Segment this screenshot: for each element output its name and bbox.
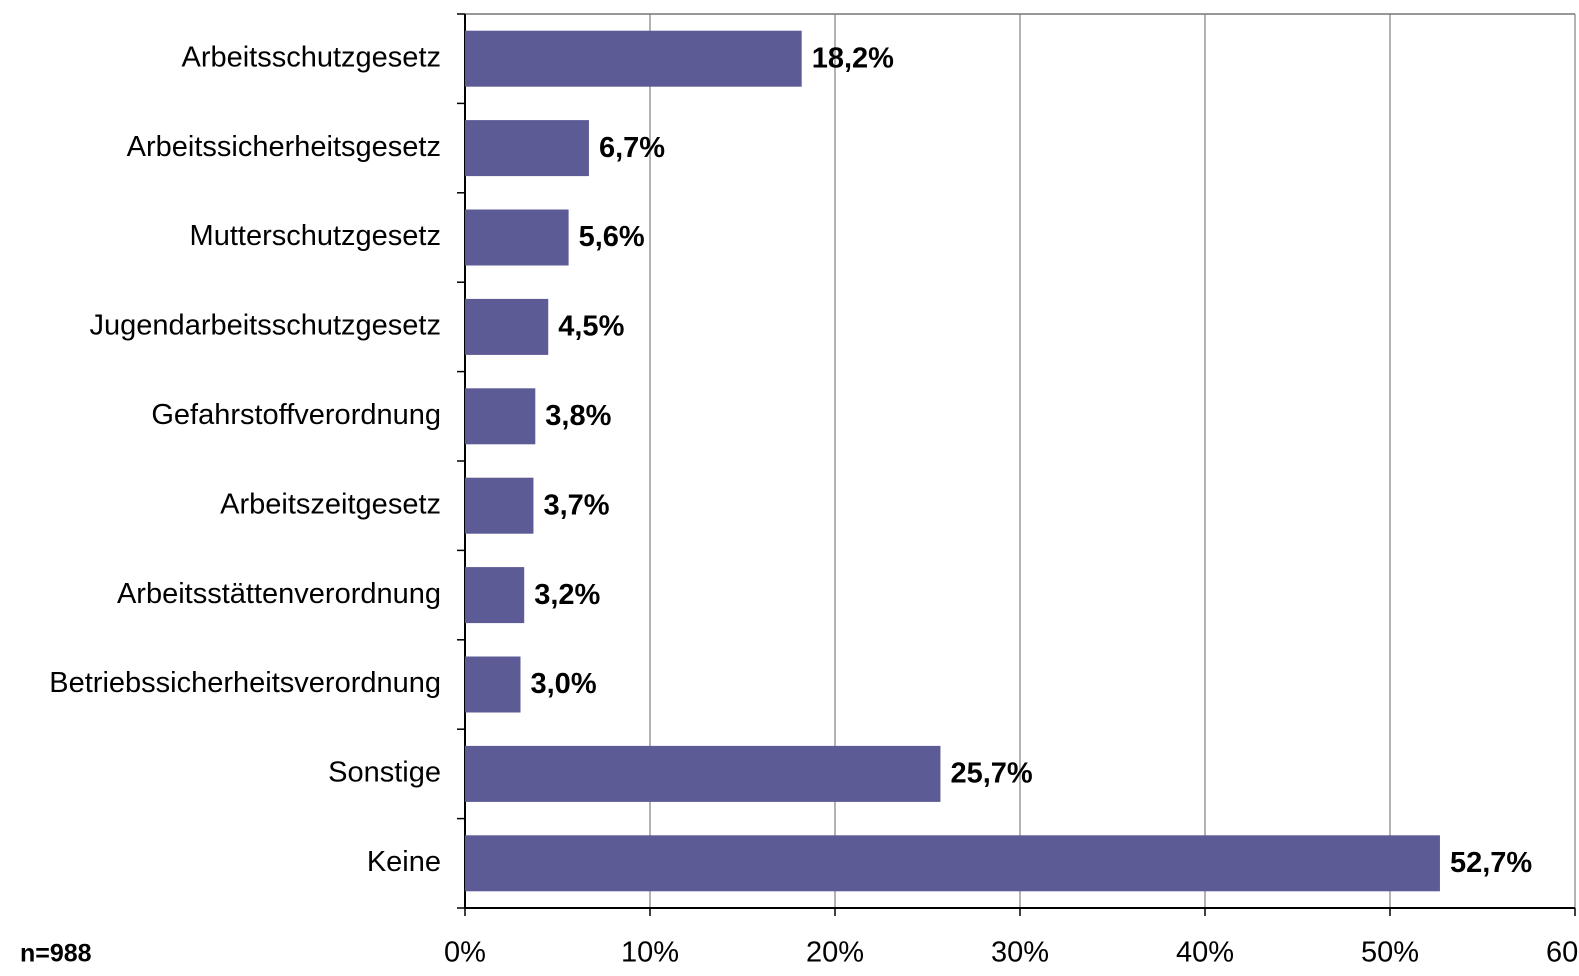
bar bbox=[465, 298, 549, 355]
bar bbox=[465, 209, 569, 266]
value-label: 3,7% bbox=[543, 489, 609, 521]
bar bbox=[465, 477, 534, 534]
y-tick-label: Sonstige bbox=[328, 757, 441, 789]
bar bbox=[465, 30, 802, 87]
value-label: 18,2% bbox=[812, 42, 894, 74]
value-label: 52,7% bbox=[1450, 847, 1532, 879]
x-tick-label: 30% bbox=[991, 937, 1049, 969]
value-label: 25,7% bbox=[950, 758, 1032, 790]
sample-size-note: n=988 bbox=[20, 940, 92, 968]
y-tick-label: Betriebssicherheitsverordnung bbox=[49, 667, 441, 699]
x-tick-label: 0% bbox=[444, 937, 486, 969]
value-label: 5,6% bbox=[579, 221, 645, 253]
value-label: 3,0% bbox=[531, 668, 597, 700]
bar bbox=[465, 567, 525, 624]
y-tick-label: Keine bbox=[367, 846, 441, 878]
bar bbox=[465, 835, 1440, 892]
y-tick-label: Arbeitssicherheitsgesetz bbox=[127, 131, 441, 163]
y-tick-label: Jugendarbeitsschutzgesetz bbox=[90, 310, 441, 342]
x-tick-label: 20% bbox=[806, 937, 864, 969]
x-tick-label: 40% bbox=[1176, 937, 1234, 969]
bar bbox=[465, 120, 589, 177]
value-label: 3,8% bbox=[545, 400, 611, 432]
x-tick-label: 50% bbox=[1361, 937, 1419, 969]
y-tick-label: Arbeitszeitgesetz bbox=[220, 488, 441, 520]
bar bbox=[465, 388, 536, 445]
x-tick-label: 10% bbox=[621, 937, 679, 969]
bar bbox=[465, 656, 521, 713]
value-label: 4,5% bbox=[558, 311, 624, 343]
y-tick-label: Mutterschutzgesetz bbox=[190, 220, 441, 252]
y-tick-label: Arbeitsstättenverordnung bbox=[117, 578, 441, 610]
x-tick-label: 60% bbox=[1546, 937, 1579, 969]
value-label: 6,7% bbox=[599, 132, 665, 164]
bar bbox=[465, 745, 941, 802]
y-tick-label: Gefahrstoffverordnung bbox=[151, 399, 441, 431]
y-tick-label: Arbeitsschutzgesetz bbox=[181, 41, 441, 73]
value-label: 3,2% bbox=[534, 579, 600, 611]
